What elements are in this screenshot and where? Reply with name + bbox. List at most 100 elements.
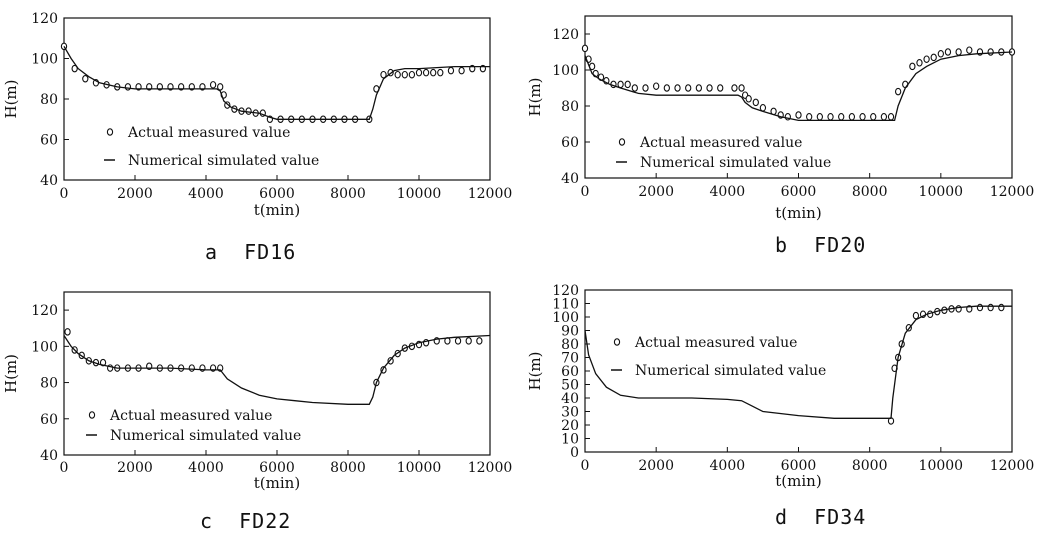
- series-line-simulated: [584, 51, 1013, 122]
- y-tick-label: 10: [561, 432, 579, 448]
- panel-caption-d: d FD34: [775, 505, 867, 529]
- data-point-measured: [430, 68, 437, 77]
- y-tick-label: 40: [561, 391, 579, 407]
- chart-svg-c: 0 2000 4000 6000 8000 10000 12000 40 60 80 100 120 t…: [2, 291, 513, 492]
- data-point-measured: [476, 337, 483, 345]
- x-tick-label: 2000: [117, 186, 153, 202]
- chart-svg-a: 0 2000 4000 6000 8000 10000 12000 40 60 80 100 120 t…: [2, 11, 512, 219]
- data-point-measured: [916, 59, 923, 67]
- y-tick-label: 50: [561, 378, 579, 394]
- y-tick-label: 80: [561, 99, 579, 115]
- x-tick-label: 0: [581, 184, 590, 200]
- y-tick-label: 30: [561, 405, 579, 421]
- y-tick-label: 110: [552, 297, 579, 313]
- data-point-measured: [653, 82, 660, 90]
- x-tick-label: 12000: [468, 460, 513, 476]
- legend-marker-circle: [88, 411, 96, 419]
- y-tick-label: 70: [561, 351, 579, 367]
- panel-caption-c: c FD22: [200, 509, 292, 533]
- x-tick-label: 4000: [710, 458, 746, 474]
- y-tick-label: 120: [552, 27, 579, 43]
- legend-label-measured: Actual measured value: [639, 135, 802, 151]
- data-point-measured: [642, 84, 649, 92]
- data-point-measured: [987, 303, 994, 312]
- y-tick-label: 0: [570, 445, 579, 461]
- y-tick-label: 60: [561, 135, 579, 151]
- y-tick-label: 100: [552, 310, 579, 326]
- legend-marker-circle: [106, 128, 114, 136]
- data-point-measured: [422, 68, 430, 77]
- y-tick-label: 100: [552, 63, 579, 79]
- x-tick-label: 6000: [259, 186, 295, 202]
- data-point-measured: [401, 70, 408, 79]
- data-point-measured: [465, 337, 472, 345]
- legend-label-measured: Actual measured value: [634, 335, 797, 351]
- data-point-measured: [408, 70, 416, 79]
- legend-marker-circle: [618, 138, 626, 146]
- x-tick-label: 10000: [397, 460, 442, 476]
- y-tick-label: 40: [561, 171, 579, 187]
- legend-label-measured: Actual measured value: [127, 125, 290, 141]
- y-axis-title: H(m): [526, 351, 544, 390]
- data-point-measured: [695, 84, 703, 92]
- data-point-measured: [674, 84, 681, 92]
- data-point-measured: [706, 84, 713, 92]
- y-tick-label: 20: [561, 418, 579, 434]
- series-line-simulated: [584, 305, 1012, 419]
- x-tick-label: 0: [581, 458, 590, 474]
- data-point-measured: [795, 111, 802, 119]
- data-point-measured: [745, 95, 752, 103]
- data-point-measured: [937, 50, 944, 58]
- y-tick-label: 60: [40, 133, 58, 149]
- data-point-measured: [64, 328, 71, 336]
- x-tick-label: 4000: [188, 460, 224, 476]
- data-point-measured: [380, 70, 387, 79]
- y-tick-label: 40: [40, 448, 58, 464]
- x-tick-label: 8000: [330, 460, 366, 476]
- data-point-measured: [923, 55, 930, 63]
- legend-label-simulated: Numerical simulated value: [635, 363, 826, 379]
- data-point-measured: [738, 84, 745, 92]
- x-tick-label: 10000: [919, 458, 964, 474]
- data-point-measured: [437, 68, 444, 77]
- chart-svg-b: 0 2000 4000 6000 8000 10000 12000 40 60 80 100 120 t…: [526, 15, 1034, 222]
- x-tick-label: 6000: [781, 458, 817, 474]
- data-point-measured: [998, 303, 1005, 312]
- x-tick-label: 12000: [990, 458, 1035, 474]
- data-point-measured: [955, 305, 962, 313]
- data-point-measured: [912, 311, 920, 320]
- x-tick-label: 2000: [117, 460, 153, 476]
- data-point-measured: [394, 70, 401, 79]
- legend-label-simulated: Numerical simulated value: [640, 155, 831, 171]
- x-tick-label: 2000: [638, 458, 674, 474]
- data-point-measured: [894, 87, 902, 96]
- x-tick-label: 10000: [397, 186, 442, 202]
- y-tick-label: 40: [40, 173, 58, 189]
- y-tick-label: 80: [40, 376, 58, 392]
- data-point-measured: [976, 303, 984, 312]
- legend-marker-circle: [613, 338, 621, 346]
- data-point-measured: [944, 48, 952, 56]
- x-axis-title: t(min): [254, 201, 300, 219]
- data-point-measured: [966, 46, 973, 54]
- x-tick-label: 0: [60, 186, 69, 202]
- data-point-measured: [82, 75, 89, 83]
- series-line-simulated: [63, 334, 491, 405]
- panel-caption-b: b FD20: [775, 233, 867, 257]
- legend-label-measured: Actual measured value: [109, 408, 272, 424]
- y-tick-label: 90: [561, 324, 579, 340]
- data-point-measured: [217, 83, 224, 91]
- y-tick-label: 80: [40, 92, 58, 108]
- y-tick-label: 80: [561, 337, 579, 353]
- x-tick-label: 8000: [852, 458, 888, 474]
- data-point-measured: [909, 62, 916, 71]
- x-axis-title: t(min): [254, 474, 300, 492]
- data-point-measured: [581, 44, 589, 53]
- data-point-measured: [663, 84, 670, 92]
- x-tick-label: 8000: [330, 186, 366, 202]
- x-tick-label: 8000: [852, 184, 888, 200]
- x-axis-title: t(min): [775, 472, 821, 490]
- y-tick-label: 120: [31, 11, 58, 27]
- legend-label-simulated: Numerical simulated value: [128, 153, 319, 169]
